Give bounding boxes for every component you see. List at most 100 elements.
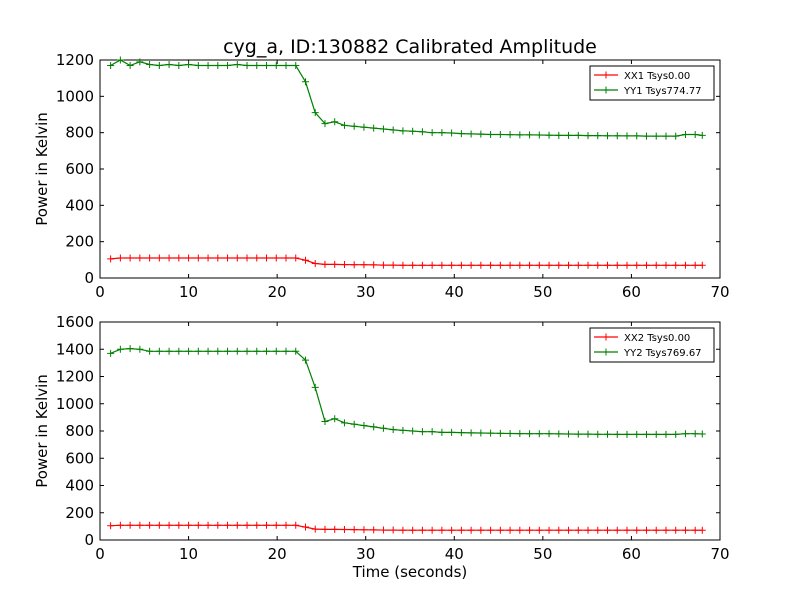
data-point xyxy=(642,526,650,534)
data-point xyxy=(301,78,309,86)
y-tick-label: 1600 xyxy=(56,313,94,331)
data-point xyxy=(438,428,446,436)
data-point xyxy=(360,422,368,430)
legend-box xyxy=(589,327,715,363)
data-point xyxy=(185,254,193,262)
data-point xyxy=(633,261,641,269)
data-point xyxy=(311,259,319,267)
data-point xyxy=(613,430,621,438)
data-point xyxy=(672,261,680,269)
data-point xyxy=(175,347,183,355)
x-tick-label: 50 xyxy=(533,283,552,301)
legend-marker xyxy=(602,71,610,79)
data-point xyxy=(214,254,222,262)
data-point xyxy=(165,521,173,529)
data-point xyxy=(672,430,680,438)
data-point xyxy=(214,61,222,69)
data-point xyxy=(155,521,163,529)
data-point xyxy=(243,521,251,529)
data-point xyxy=(698,430,706,438)
data-point xyxy=(604,261,612,269)
data-point xyxy=(389,126,397,134)
data-point xyxy=(438,261,446,269)
y-tick-label: 200 xyxy=(65,504,94,522)
data-point xyxy=(301,356,309,364)
x-tick-label: 60 xyxy=(622,283,641,301)
data-point xyxy=(272,347,280,355)
data-point xyxy=(389,526,397,534)
top-panel: cyg_a, ID:130882 Calibrated Amplitude Po… xyxy=(33,36,730,301)
data-point xyxy=(467,130,475,138)
data-point xyxy=(467,429,475,437)
data-point xyxy=(555,261,563,269)
data-point xyxy=(662,526,670,534)
data-point xyxy=(662,261,670,269)
y-tick-label: 0 xyxy=(84,269,94,287)
data-point xyxy=(496,526,504,534)
data-point xyxy=(681,430,689,438)
legend-box xyxy=(589,65,715,101)
legend-label: YY1 Tsys774.77 xyxy=(623,86,702,97)
data-point xyxy=(224,254,232,262)
data-point xyxy=(233,521,241,529)
data-point xyxy=(467,261,475,269)
data-point xyxy=(389,426,397,434)
data-point xyxy=(672,132,680,140)
data-point xyxy=(457,429,465,437)
data-point xyxy=(487,429,495,437)
data-point xyxy=(526,526,534,534)
data-point xyxy=(477,261,485,269)
plot-area-bottom: 0 10 20 30 40 50 60 70 0 200 400 600 800 1000 1200 1400… xyxy=(56,313,730,563)
data-point xyxy=(584,132,592,140)
data-point xyxy=(477,429,485,437)
data-point xyxy=(360,526,368,534)
data-point xyxy=(399,127,407,135)
data-point xyxy=(370,423,378,431)
data-point xyxy=(418,526,426,534)
data-point xyxy=(526,261,534,269)
data-point xyxy=(535,526,543,534)
data-point xyxy=(399,526,407,534)
data-point xyxy=(565,526,573,534)
x-tick-label: 20 xyxy=(268,545,287,563)
data-point xyxy=(136,521,144,529)
data-point xyxy=(467,526,475,534)
data-point xyxy=(204,347,212,355)
legend-marker xyxy=(602,348,610,356)
data-point xyxy=(487,130,495,138)
data-point xyxy=(698,261,706,269)
data-point xyxy=(633,526,641,534)
bottom-panel: Power in Kelvin Time (seconds) 0 10 20 30 40… xyxy=(33,313,730,581)
data-point xyxy=(185,61,193,69)
data-point xyxy=(204,61,212,69)
data-point xyxy=(282,521,290,529)
data-point xyxy=(698,131,706,139)
data-point xyxy=(224,521,232,529)
data-point xyxy=(691,261,699,269)
data-point xyxy=(516,131,524,139)
y-tick-label: 1000 xyxy=(56,87,94,105)
x-tick-label: 10 xyxy=(179,283,198,301)
data-point xyxy=(399,261,407,269)
data-point xyxy=(350,261,358,269)
legend-label: YY2 Tsys769.67 xyxy=(623,348,702,359)
data-point xyxy=(574,261,582,269)
data-point xyxy=(253,254,261,262)
data-point xyxy=(331,525,339,533)
data-point xyxy=(555,131,563,139)
data-point xyxy=(613,132,621,140)
data-point xyxy=(194,347,202,355)
data-point xyxy=(526,430,534,438)
data-point xyxy=(418,428,426,436)
data-point xyxy=(409,526,417,534)
data-point xyxy=(409,427,417,435)
data-point xyxy=(146,254,154,262)
data-point xyxy=(146,61,154,69)
data-point xyxy=(418,261,426,269)
legend-marker xyxy=(602,86,610,94)
data-point xyxy=(175,521,183,529)
data-point xyxy=(263,61,271,69)
data-point xyxy=(574,131,582,139)
data-point xyxy=(126,521,134,529)
data-point xyxy=(379,424,387,432)
